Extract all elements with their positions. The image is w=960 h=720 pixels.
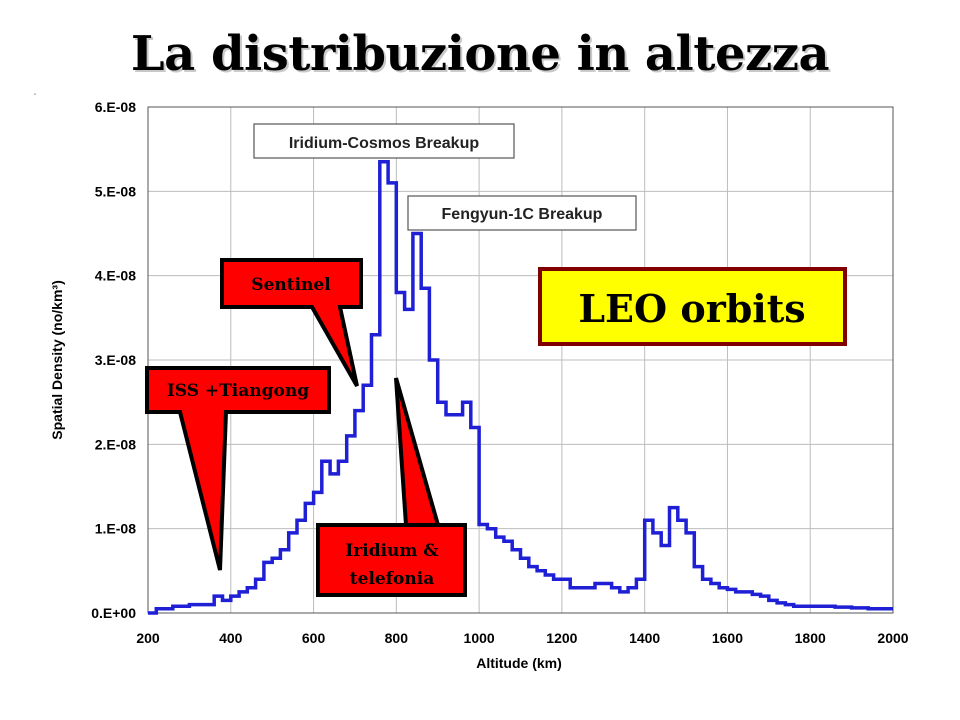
callout-sentinel: Sentinel: [220, 258, 363, 387]
density-series-line: [148, 160, 893, 615]
x-tick-label: 200: [136, 630, 160, 646]
x-tick-label: 800: [385, 630, 409, 646]
x-tick-label: 1600: [712, 630, 743, 646]
x-tick-label: 1200: [546, 630, 577, 646]
callout-iss-shape: [145, 366, 331, 571]
annotation-iridium-cosmos: Iridium-Cosmos Breakup: [253, 123, 515, 159]
chart-grid: [147, 106, 894, 614]
callout-iridium-telefonia-line1: Iridium &: [345, 541, 439, 561]
y-tick-label: 6.E-08: [95, 99, 136, 115]
x-tick-label: 1400: [629, 630, 660, 646]
y-tick-label: 2.E-08: [95, 436, 136, 452]
x-tick-label: 400: [219, 630, 243, 646]
x-tick-label: 1800: [795, 630, 826, 646]
slide-title: La distribuzione in altezza: [130, 26, 830, 82]
y-ticks: 0.E+00 1.E-08 2.E-08 3.E-08 4.E-08 5.E-08 6.E-…: [91, 99, 136, 621]
callout-iridium-telefonia-line2: telefonia: [350, 569, 434, 589]
callout-iridium-telefonia: Iridium & telefonia: [316, 377, 467, 597]
y-tick-label: 5.E-08: [95, 183, 136, 199]
callout-iss-text: ISS +Tiangong: [167, 381, 309, 401]
y-axis-title: Spatial Density (no/km³): [49, 280, 65, 439]
leo-orbits-label: LEO orbits: [538, 267, 847, 346]
x-tick-label: 1000: [464, 630, 495, 646]
y-tick-label: 1.E-08: [95, 521, 136, 537]
x-axis-title: Altitude (km): [476, 655, 562, 671]
callout-sentinel-shape: [220, 258, 363, 387]
leo-orbits-box: [538, 267, 847, 346]
callout-sentinel-text: Sentinel: [251, 275, 331, 295]
x-tick-label: 2000: [877, 630, 908, 646]
annotation-fengyun-box: [407, 195, 637, 231]
y-tick-label: 4.E-08: [95, 268, 136, 284]
annotation-iridium-cosmos-box: [253, 123, 515, 159]
corner-mark: ": [34, 94, 37, 100]
y-tick-label: 0.E+00: [91, 605, 136, 621]
plot-frame: [147, 106, 894, 614]
callout-iss: ISS +Tiangong: [145, 366, 331, 571]
leo-orbits-text: LEO orbits: [578, 286, 805, 331]
y-tick-label: 3.E-08: [95, 352, 136, 368]
annotation-iridium-cosmos-text: Iridium-Cosmos Breakup: [289, 135, 479, 152]
callout-iridium-telefonia-shape: [316, 377, 467, 597]
annotation-fengyun: Fengyun-1C Breakup: [407, 195, 637, 231]
x-tick-label: 600: [302, 630, 326, 646]
annotation-fengyun-text: Fengyun-1C Breakup: [442, 206, 603, 223]
x-ticks: 200 400 600 800 1000 1200 1400 1600 1800 2000: [136, 630, 908, 646]
